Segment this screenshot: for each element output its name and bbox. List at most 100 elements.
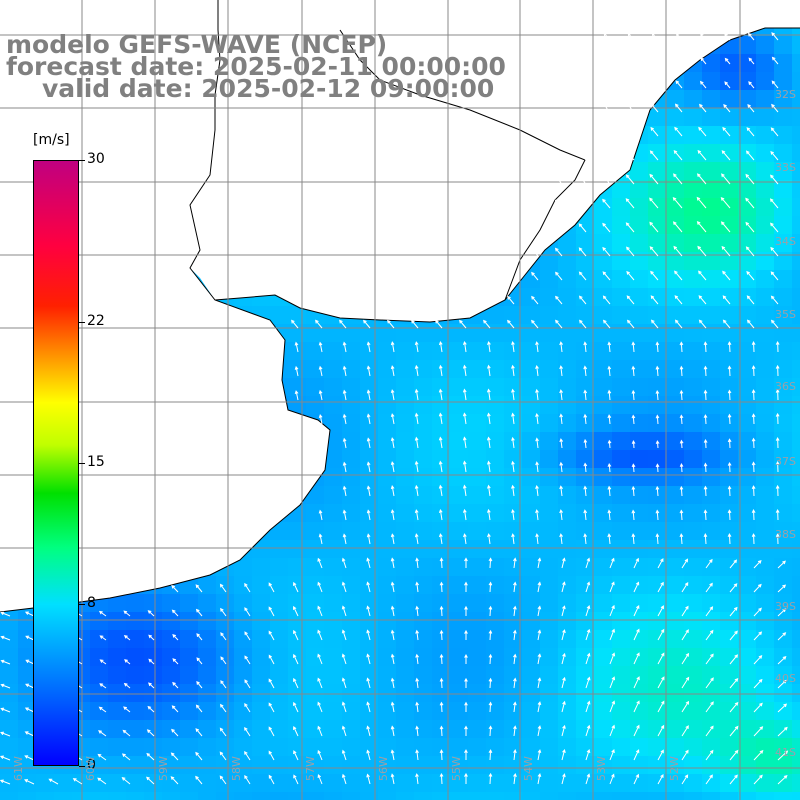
wind-arrow bbox=[699, 80, 707, 89]
field-cell bbox=[630, 162, 649, 181]
field-cell bbox=[378, 774, 397, 793]
wind-arrow bbox=[633, 581, 640, 593]
wind-arrow bbox=[341, 629, 347, 641]
field-cell bbox=[720, 648, 739, 667]
wind-arrow bbox=[751, 533, 756, 545]
wind-arrow bbox=[777, 632, 787, 641]
wind-arrow bbox=[462, 412, 467, 425]
field-cell bbox=[540, 324, 559, 343]
wind-arrow bbox=[771, 32, 779, 41]
field-cell bbox=[720, 684, 739, 703]
field-cell bbox=[558, 576, 577, 595]
field-cell bbox=[450, 378, 469, 397]
field-cell bbox=[558, 612, 577, 631]
wind-arrow bbox=[705, 701, 714, 713]
wind-arrow bbox=[649, 173, 659, 185]
field-cell bbox=[414, 360, 433, 379]
field-cell bbox=[180, 594, 199, 613]
field-cell bbox=[306, 378, 325, 397]
field-cell bbox=[378, 756, 397, 775]
wind-arrow bbox=[293, 653, 299, 665]
wind-arrow bbox=[753, 583, 762, 593]
field-cell bbox=[648, 486, 667, 505]
wind-arrow bbox=[705, 725, 714, 737]
wind-arrow bbox=[626, 270, 635, 281]
field-cell bbox=[324, 558, 343, 577]
wind-arrow bbox=[366, 629, 371, 641]
wind-arrow bbox=[729, 701, 739, 713]
wind-arrow bbox=[438, 412, 443, 425]
wind-arrow bbox=[650, 103, 659, 113]
field-cell bbox=[684, 144, 703, 163]
field-cell bbox=[108, 792, 127, 800]
field-cell bbox=[756, 216, 775, 235]
field-cell bbox=[774, 270, 793, 289]
colorbar-tick-mark bbox=[79, 160, 85, 161]
field-cell bbox=[306, 720, 325, 739]
wind-arrow bbox=[390, 533, 395, 545]
field-cell bbox=[432, 612, 451, 631]
field-cell bbox=[270, 720, 289, 739]
wind-arrow bbox=[390, 749, 395, 761]
field-cell bbox=[738, 108, 757, 127]
wind-arrow bbox=[727, 438, 732, 449]
field-cell bbox=[342, 432, 361, 451]
field-cell bbox=[756, 90, 775, 109]
field-cell bbox=[108, 630, 127, 649]
field-cell bbox=[684, 504, 703, 523]
field-cell bbox=[594, 468, 613, 487]
field-cell bbox=[378, 702, 397, 721]
wind-arrow bbox=[512, 653, 517, 665]
field-cell bbox=[522, 468, 541, 487]
field-cell bbox=[324, 360, 343, 379]
wind-arrow bbox=[727, 413, 732, 425]
field-cell bbox=[414, 396, 433, 415]
wind-arrow bbox=[777, 655, 787, 665]
wind-arrow bbox=[244, 582, 251, 593]
wind-arrow bbox=[650, 270, 659, 281]
field-cell bbox=[396, 486, 415, 505]
field-cell bbox=[288, 594, 307, 613]
field-cell bbox=[432, 450, 451, 469]
field-cell bbox=[792, 126, 800, 145]
field-cell bbox=[450, 738, 469, 757]
wind-arrow bbox=[220, 607, 227, 617]
wind-arrow bbox=[268, 774, 275, 785]
wind-arrow bbox=[294, 365, 299, 377]
field-cell bbox=[756, 612, 775, 631]
field-cell bbox=[666, 630, 685, 649]
field-cell bbox=[594, 234, 613, 253]
field-cell bbox=[288, 648, 307, 667]
field-cell bbox=[396, 792, 415, 800]
field-cell bbox=[774, 234, 793, 253]
wind-arrow bbox=[745, 246, 755, 257]
wind-arrow bbox=[415, 701, 419, 713]
field-cell bbox=[792, 396, 800, 415]
field-cell bbox=[288, 666, 307, 685]
field-cell bbox=[36, 792, 55, 800]
field-cell bbox=[432, 558, 451, 577]
wind-arrow bbox=[244, 655, 251, 665]
field-cell bbox=[450, 558, 469, 577]
field-cell bbox=[522, 648, 541, 667]
field-cell bbox=[468, 468, 487, 487]
field-cell bbox=[54, 792, 73, 800]
wind-arrow bbox=[753, 607, 762, 617]
field-cell bbox=[702, 288, 721, 307]
wind-arrow bbox=[462, 508, 467, 521]
field-cell bbox=[504, 720, 523, 739]
field-cell bbox=[702, 270, 721, 289]
field-cell bbox=[486, 612, 505, 631]
wind-arrow bbox=[633, 724, 640, 737]
field-cell bbox=[720, 378, 739, 397]
wind-arrow bbox=[607, 341, 612, 353]
coastline bbox=[0, 0, 800, 613]
field-cell bbox=[432, 324, 451, 343]
wind-arrow bbox=[486, 436, 491, 449]
wind-arrow bbox=[487, 364, 491, 377]
field-cell bbox=[270, 594, 289, 613]
wind-arrow bbox=[148, 634, 155, 641]
field-cell bbox=[504, 540, 523, 559]
wind-arrow bbox=[513, 772, 517, 785]
border-river bbox=[339, 29, 586, 301]
